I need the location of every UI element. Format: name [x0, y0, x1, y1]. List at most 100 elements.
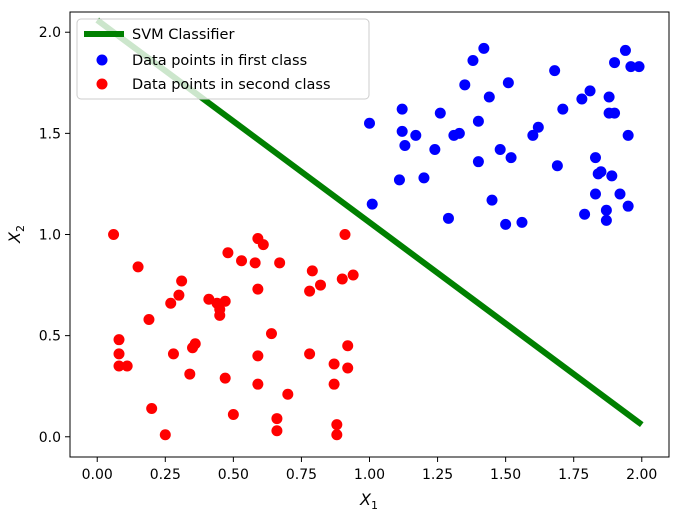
- first-class-point: [459, 79, 471, 91]
- y-tick-label: 1.0: [39, 228, 61, 244]
- second-class-point: [121, 360, 133, 372]
- first-class-point: [614, 188, 626, 200]
- first-class-point: [442, 212, 454, 224]
- second-class-point: [249, 257, 261, 269]
- first-class-point: [579, 208, 591, 220]
- second-class-point: [219, 295, 231, 307]
- x-tick-label: 0.25: [150, 467, 181, 483]
- second-class-point: [331, 419, 343, 431]
- first-class-point: [396, 103, 408, 115]
- first-class-point: [625, 61, 637, 73]
- second-class-point: [265, 328, 277, 340]
- first-class-point: [595, 166, 607, 178]
- second-class-point: [236, 255, 248, 267]
- second-class-point: [331, 429, 343, 441]
- first-class-point: [603, 91, 615, 103]
- first-class-point: [478, 42, 490, 54]
- x-axis-ticks: 0.00 0.25 0.50 0.75 1.00 1.25 1.50 1.75 2.00: [82, 457, 657, 483]
- second-class-point: [184, 368, 196, 380]
- second-class-point: [271, 425, 283, 437]
- y-tick-label: 2.0: [39, 25, 61, 41]
- first-class-point: [576, 93, 588, 105]
- first-class-point: [589, 152, 601, 164]
- legend-first-class-marker: [96, 54, 108, 66]
- second-class-point: [342, 362, 354, 374]
- second-class-point: [189, 338, 201, 350]
- y-tick-label: 0.5: [39, 329, 61, 345]
- x-tick-label: 1.00: [354, 467, 385, 483]
- y-axis-label: X2: [5, 225, 27, 244]
- second-class-point: [167, 348, 179, 360]
- first-class-point: [434, 107, 446, 119]
- legend-box: [76, 18, 370, 100]
- second-class-point: [227, 409, 239, 421]
- first-class-point: [410, 129, 422, 141]
- first-class-point: [600, 204, 612, 216]
- second-class-point: [222, 247, 234, 259]
- first-class-point: [619, 44, 631, 56]
- first-class-point: [483, 91, 495, 103]
- second-class-point: [252, 350, 264, 362]
- second-class-point: [113, 348, 125, 360]
- legend: SVM Classifier Data points in first clas…: [76, 18, 370, 100]
- series-first-class: [364, 42, 645, 230]
- x-tick-label: 2.00: [626, 467, 657, 483]
- second-class-point: [252, 378, 264, 390]
- second-class-point: [108, 229, 120, 240]
- first-class-point: [549, 65, 561, 77]
- second-class-point: [252, 283, 264, 295]
- first-class-point: [472, 156, 484, 168]
- x-tick-label: 1.25: [422, 467, 453, 483]
- first-class-point: [633, 61, 645, 73]
- first-class-point: [532, 121, 544, 133]
- first-class-point: [486, 194, 498, 206]
- x-tick-label: 1.50: [490, 467, 521, 483]
- legend-second-class-marker: [96, 78, 108, 90]
- x-tick-label: 0.00: [82, 467, 113, 483]
- second-class-point: [143, 313, 155, 325]
- first-class-point: [551, 160, 563, 172]
- series-second-class: [108, 229, 359, 441]
- plot-frame: [69, 11, 670, 458]
- second-class-point: [132, 261, 144, 273]
- first-class-point: [393, 174, 405, 186]
- second-class-point: [306, 265, 318, 277]
- legend-label-svm: SVM Classifier: [132, 27, 234, 43]
- second-class-point: [314, 279, 326, 291]
- first-class-point: [584, 85, 596, 97]
- first-class-point: [467, 55, 479, 67]
- second-class-point: [304, 348, 316, 360]
- second-class-point: [271, 413, 283, 425]
- first-class-point: [600, 214, 612, 226]
- first-class-point: [366, 198, 378, 210]
- second-class-point: [214, 309, 226, 321]
- first-class-point: [609, 107, 621, 119]
- first-class-point: [396, 125, 408, 137]
- y-tick-label: 0.0: [39, 430, 61, 446]
- second-class-point: [113, 360, 125, 372]
- legend-label-second-class: Data points in second class: [132, 77, 331, 93]
- first-class-point: [622, 200, 634, 212]
- second-class-point: [274, 257, 286, 269]
- x-tick-label: 0.75: [286, 467, 317, 483]
- legend-label-first-class: Data points in first class: [132, 53, 307, 69]
- second-class-point: [336, 273, 348, 285]
- first-class-point: [606, 170, 618, 182]
- first-class-point: [399, 140, 411, 151]
- second-class-point: [203, 293, 215, 305]
- first-class-point: [472, 115, 484, 127]
- second-class-point: [173, 289, 185, 301]
- first-class-point: [429, 144, 441, 156]
- first-class-point: [502, 77, 514, 89]
- second-class-point: [347, 269, 359, 281]
- second-class-point: [146, 402, 158, 414]
- second-class-point: [339, 229, 351, 240]
- second-class-point: [342, 340, 354, 352]
- first-class-point: [418, 172, 430, 184]
- first-class-point: [609, 57, 621, 69]
- first-class-point: [622, 129, 634, 141]
- y-tick-label: 1.5: [39, 126, 61, 142]
- second-class-point: [328, 378, 340, 390]
- first-class-point: [453, 127, 465, 139]
